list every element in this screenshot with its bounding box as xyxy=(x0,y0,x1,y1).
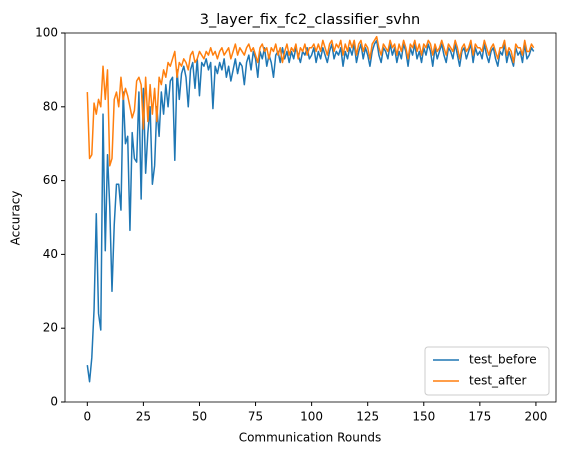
x-tick-label: 175 xyxy=(468,410,491,424)
y-tick-label: 0 xyxy=(50,395,58,409)
y-tick-label: 60 xyxy=(43,173,58,187)
line xyxy=(86,35,535,167)
x-tick-label: 75 xyxy=(248,410,263,424)
plot-frame xyxy=(64,32,557,403)
y-tick-label: 20 xyxy=(43,321,58,335)
y-axis-label: Accuracy xyxy=(9,191,23,246)
x-tick-label: 25 xyxy=(136,410,151,424)
x-axis-label: Communication Rounds xyxy=(239,431,382,445)
chart-title: 3_layer_fix_fc2_classifier_svhn xyxy=(200,12,420,28)
x-tick-label: 200 xyxy=(524,410,547,424)
x-tick-label: 0 xyxy=(83,410,91,424)
x-tick-label: 100 xyxy=(300,410,323,424)
y-tick-label: 80 xyxy=(43,99,58,113)
x-tick-label: 150 xyxy=(412,410,435,424)
x-tick-label: 125 xyxy=(356,410,379,424)
y-tick-label: 40 xyxy=(43,247,58,261)
line xyxy=(86,39,535,383)
y-tick-label: 100 xyxy=(35,26,58,40)
legend-label: test_before xyxy=(469,353,537,367)
legend-box xyxy=(424,346,550,396)
legend-label: test_after xyxy=(469,374,527,388)
x-tick-label: 50 xyxy=(192,410,207,424)
